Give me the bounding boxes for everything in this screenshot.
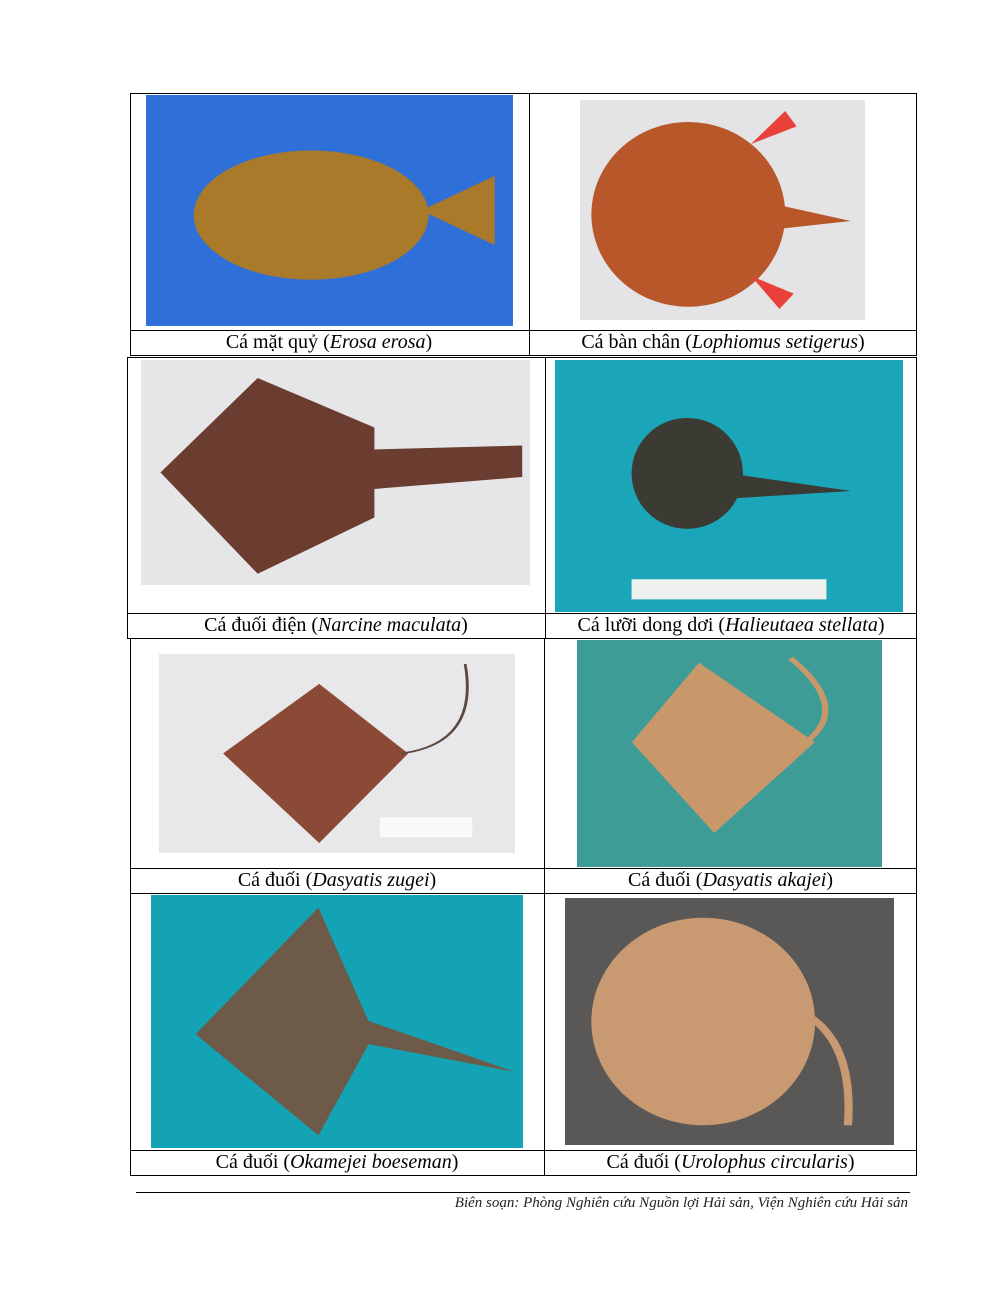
- species-caption: Cá đuối (Dasyatis akajei): [628, 869, 833, 891]
- species-caption: Cá lưỡi dong dơi (Halieutaea stellata): [577, 614, 885, 636]
- fish-photo: [577, 640, 882, 867]
- fish-photo: [151, 895, 523, 1148]
- species-caption: Cá bàn chân (Lophiomus setigerus): [581, 331, 865, 353]
- fish-photo: [580, 100, 865, 320]
- species-caption: Cá mặt quỷ (Erosa erosa): [225, 331, 433, 353]
- fish-photo: [565, 898, 894, 1145]
- footer-divider: [136, 1192, 910, 1193]
- species-caption: Cá đuối (Dasyatis zugei): [237, 869, 437, 891]
- species-table-row-1: [130, 93, 917, 356]
- fish-photo: [146, 95, 513, 326]
- fish-photo: [555, 360, 903, 612]
- footer-credit: Biên soạn: Phòng Nghiên cứu Nguồn lợi Hả…: [454, 1195, 908, 1211]
- species-table-row-4: [130, 893, 917, 1176]
- fish-photo: [141, 360, 530, 585]
- fish-photo: [159, 654, 515, 853]
- species-caption: Cá đuối (Okamejei boeseman): [215, 1151, 459, 1173]
- species-caption: Cá đuối điện (Narcine maculata): [204, 614, 468, 636]
- species-caption: Cá đuối (Urolophus circularis): [606, 1151, 855, 1173]
